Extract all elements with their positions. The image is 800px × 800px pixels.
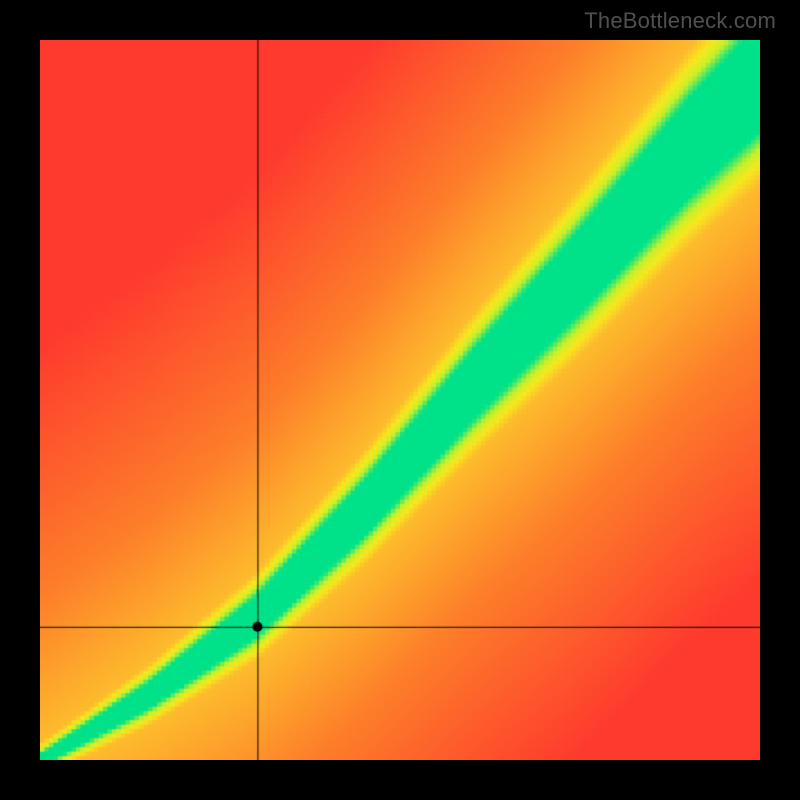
bottleneck-heatmap [40,40,760,760]
heatmap-canvas [40,40,760,760]
watermark-text: TheBottleneck.com [584,8,776,34]
